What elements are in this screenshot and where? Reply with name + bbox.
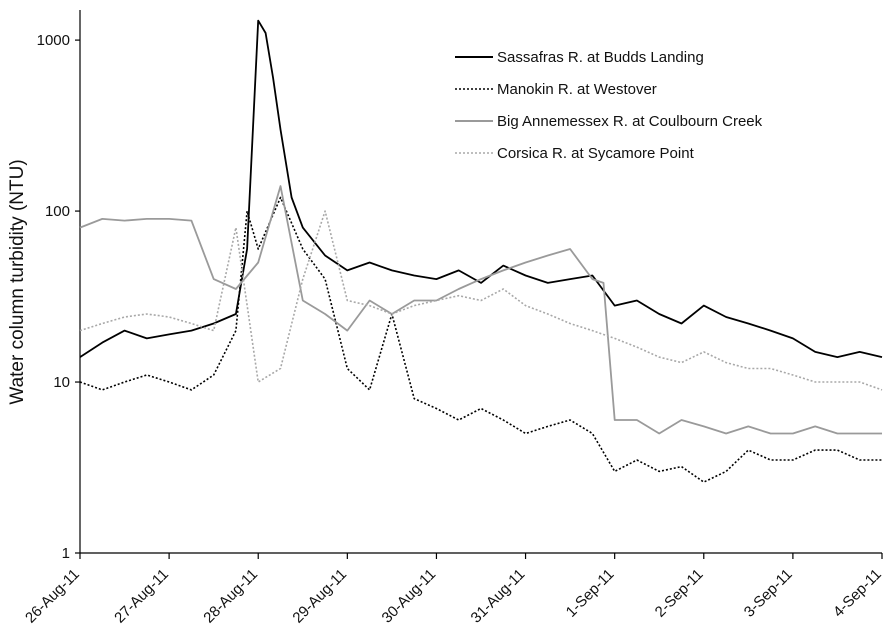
legend-label: Manokin R. at Westover <box>497 81 657 98</box>
x-tick-label: 1-Sep-11 <box>563 566 618 621</box>
legend-label: Sassafras R. at Budds Landing <box>497 49 704 66</box>
y-axis-title: Water column turbidity (NTU) <box>7 159 28 404</box>
legend-label: Corsica R. at Sycamore Point <box>497 145 695 162</box>
x-tick-label: 31-Aug-11 <box>468 566 529 627</box>
series-line-4 <box>79 210 883 391</box>
x-tick-label: 4-Sep-11 <box>830 566 885 621</box>
x-tick-label: 26-Aug-11 <box>22 566 83 627</box>
series-line-2 <box>79 196 882 483</box>
y-tick-label: 100 <box>45 203 70 220</box>
x-tick-label: 2-Sep-11 <box>652 566 707 621</box>
series-line-3 <box>79 185 882 435</box>
x-ticks: 26-Aug-11 27-Aug-11 28-Aug-11 29-Aug-11 30-A… <box>22 553 885 627</box>
y-tick-label: 10 <box>53 374 70 391</box>
x-tick-label: 3-Sep-11 <box>741 566 796 621</box>
y-tick-label: 1000 <box>37 32 70 49</box>
x-tick-label: 30-Aug-11 <box>379 566 440 627</box>
x-tick-label: 29-Aug-11 <box>289 566 350 627</box>
x-tick-label: 28-Aug-11 <box>200 566 261 627</box>
legend-label: Big Annemessex R. at Coulbourn Creek <box>497 113 763 130</box>
y-ticks: 1 10 100 1000 <box>37 32 80 562</box>
y-tick-label: 1 <box>62 545 70 562</box>
x-tick-label: 27-Aug-11 <box>111 566 172 627</box>
series-layer <box>79 19 883 483</box>
axes <box>79 10 882 554</box>
legend: Sassafras R. at Budds Landing Manokin R. … <box>455 49 763 162</box>
series-line-1 <box>79 19 883 359</box>
